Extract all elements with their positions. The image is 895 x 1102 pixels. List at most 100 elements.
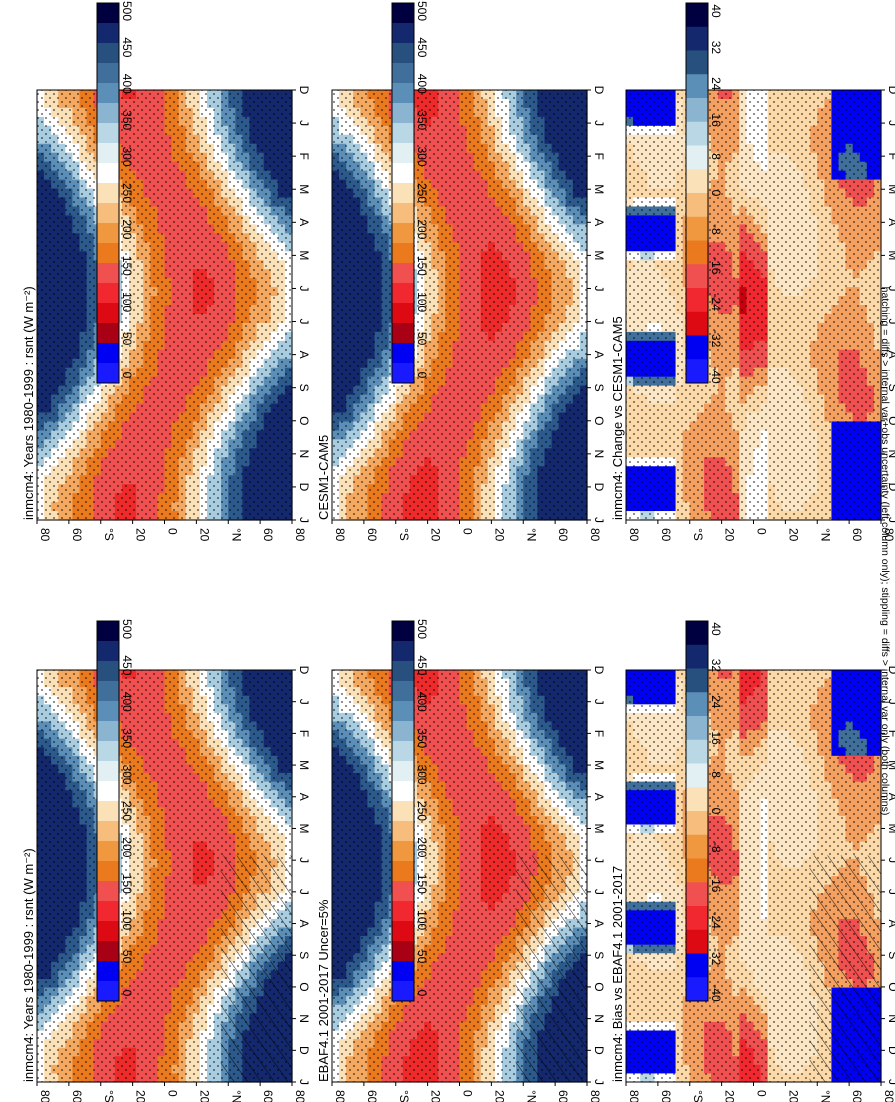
colorbar-swatch [97,641,119,662]
month-tick-label: J [297,889,311,895]
colorbar-swatch [97,621,119,642]
month-tick-label: M [297,184,311,194]
colorbar-label: 0 [120,372,134,379]
lat-tick-label: 80 [38,528,52,542]
colorbar-swatch [97,223,119,244]
month-tick-label: J [297,857,311,863]
colorbar-label: 500 [120,1,134,21]
month-tick-label: D [297,483,311,492]
colorbar-label: 50 [120,332,134,346]
lat-tick-label: °S [102,528,116,541]
colorbar-swatch [97,3,119,24]
lat-tick-label: 80 [38,1090,52,1102]
colorbar-swatch [97,203,119,224]
stipple-overlay [37,90,292,520]
month-tick-label: J [297,285,311,291]
colorbar-swatch [97,901,119,922]
colorbar-swatch [97,143,119,164]
lat-tick-label: 60 [261,528,275,542]
colorbar-swatch [97,841,119,862]
lat-tick-label: 60 [70,528,84,542]
colorbar-label: 200 [120,837,134,857]
month-tick-label: M [297,760,311,770]
colorbar-label: 350 [120,110,134,130]
colorbar-swatch [97,323,119,344]
month-tick-label: O [297,416,311,425]
colorbar-swatch [97,661,119,682]
colorbar-swatch [97,721,119,742]
colorbar-swatch [97,981,119,1002]
lat-tick-label: 60 [70,1090,84,1102]
hatch-overlay [220,855,292,1082]
month-tick-label: A [297,920,311,928]
colorbar-label: 500 [120,619,134,639]
panel-title: inmcm4: Years 1980-1999 : rsnt (W m⁻²) [21,286,36,520]
lat-tick-label: 20 [134,1090,148,1102]
colorbar-label: 150 [120,874,134,894]
colorbar-frame [96,620,120,1002]
colorbar-swatch [97,63,119,84]
colorbar-swatch [97,83,119,104]
month-tick-label: J [297,1079,311,1085]
colorbar-swatch [97,941,119,962]
month-tick-label: D [297,1046,311,1055]
colorbar-swatch [97,781,119,802]
month-tick-label: F [297,152,311,159]
colorbar-label: 250 [120,801,134,821]
month-tick-label: A [297,351,311,359]
colorbar-swatch [97,881,119,902]
colorbar-label: 100 [120,292,134,312]
month-tick-label: M [297,250,311,260]
colorbar-swatch [97,681,119,702]
colorbar-swatch [97,861,119,882]
lat-tick-label: 20 [134,528,148,542]
colorbar-label: 300 [120,765,134,785]
lat-tick-label: 0 [166,528,180,535]
colorbar-swatch [97,921,119,942]
lat-tick-label: 60 [261,1090,275,1102]
lat-tick-label: °N [229,528,243,541]
lat-tick-label: °N [229,1090,243,1102]
lat-tick-label: 20 [197,528,211,542]
month-tick-label: O [297,982,311,991]
month-tick-label: S [297,951,311,959]
month-tick-label: D [297,666,311,675]
lat-tick-label: 80 [293,1090,307,1102]
colorbar-label: 400 [120,74,134,94]
colorbar-swatch [97,741,119,762]
colorbar-swatch [97,801,119,822]
panel-title: inmcm4: Years 1980-1999 : rsnt (W m⁻²) [21,848,36,1082]
colorbar-swatch [97,701,119,722]
month-tick-label: N [297,1014,311,1023]
colorbar-swatch [97,761,119,782]
colorbar-label: 150 [120,256,134,276]
month-tick-label: J [297,699,311,705]
lat-tick-label: 20 [197,1090,211,1102]
colorbar-swatch [97,103,119,124]
colorbar-label: 350 [120,728,134,748]
month-tick-label: A [297,218,311,226]
colorbar-label: 450 [120,37,134,57]
lat-tick-label: 0 [166,1090,180,1097]
colorbar-swatch [97,283,119,304]
colorbar-label: 50 [120,950,134,964]
colorbar-label: 300 [120,147,134,167]
lat-tick-label: 80 [293,528,307,542]
colorbar-swatch [97,343,119,364]
colorbar-swatch [97,43,119,64]
colorbar-label: 0 [120,990,134,997]
colorbar-label: 100 [120,910,134,930]
colorbar-swatch [97,163,119,184]
lat-tick-label: °S [102,1090,116,1102]
colorbar-label: 400 [120,692,134,712]
month-tick-label: D [297,86,311,95]
month-tick-label: J [297,319,311,325]
colorbar-swatch [97,183,119,204]
colorbar-swatch [97,23,119,44]
month-tick-label: S [297,384,311,392]
month-tick-label: A [297,793,311,801]
